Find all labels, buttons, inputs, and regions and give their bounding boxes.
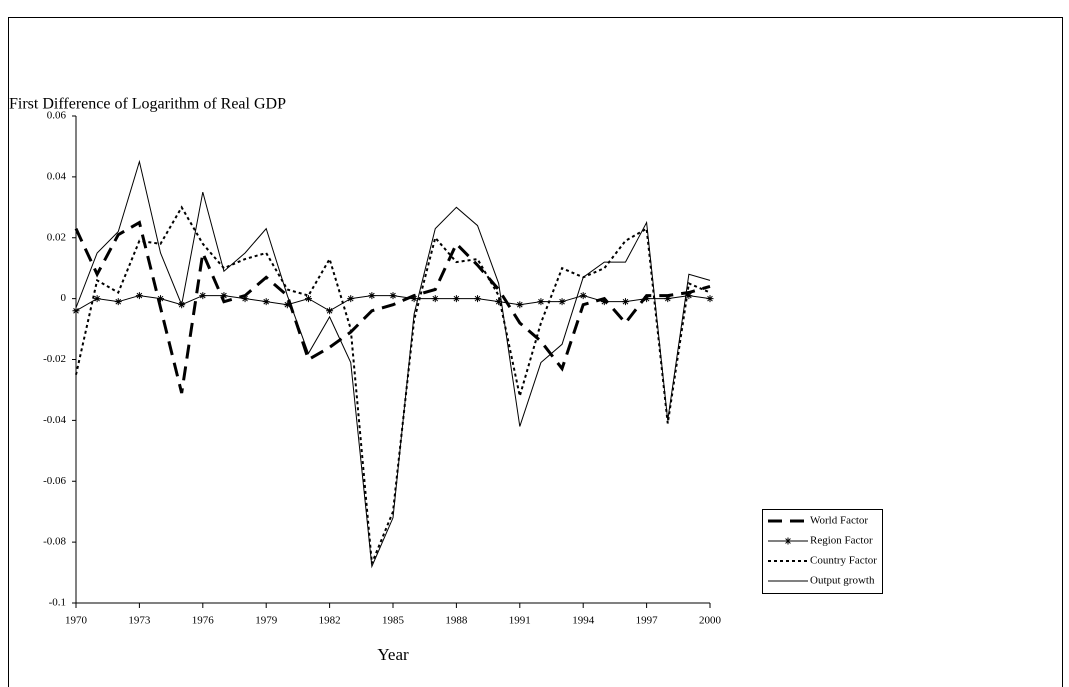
point-marker	[389, 292, 397, 300]
legend-label: Output growth	[810, 575, 875, 587]
legend-box	[762, 509, 883, 594]
series-line	[74, 220, 711, 394]
x-tick-label: 1982	[319, 615, 341, 627]
point-marker	[326, 307, 334, 315]
point-marker	[643, 295, 651, 303]
point-marker	[621, 298, 629, 306]
point-marker	[474, 295, 482, 303]
y-tick-label: -0.04	[43, 414, 66, 426]
point-marker	[410, 295, 418, 303]
y-tick-label: 0.02	[47, 231, 66, 243]
legend-label: Country Factor	[810, 555, 877, 567]
y-tick-label: -0.08	[43, 536, 66, 548]
legend-marker	[784, 537, 792, 545]
y-tick-label: 0.04	[47, 170, 67, 182]
point-marker	[283, 301, 291, 309]
point-marker	[431, 295, 439, 303]
point-marker	[706, 295, 714, 303]
x-tick-label: 1976	[192, 615, 215, 627]
point-marker	[558, 298, 566, 306]
x-tick-label: 1997	[636, 615, 659, 627]
point-marker	[93, 295, 101, 303]
x-tick-label: 1973	[128, 615, 151, 627]
point-marker	[347, 295, 355, 303]
frame	[8, 17, 1063, 687]
x-tick-label: 2000	[699, 615, 722, 627]
y-tick-label: -0.02	[43, 353, 66, 365]
point-marker	[114, 298, 122, 306]
point-marker	[537, 298, 545, 306]
point-marker	[368, 292, 376, 300]
point-marker	[241, 295, 249, 303]
x-tick-label: 1988	[445, 615, 468, 627]
x-tick-label: 1994	[572, 615, 595, 627]
point-marker	[262, 298, 270, 306]
x-tick-label: 1979	[255, 615, 278, 627]
point-marker	[495, 298, 503, 306]
x-tick-label: 1985	[382, 615, 405, 627]
point-marker	[72, 307, 80, 315]
series-line	[75, 205, 711, 564]
point-marker	[157, 295, 165, 303]
point-marker	[664, 295, 672, 303]
x-tick-label: 1991	[509, 615, 531, 627]
chart-title: First Difference of Logarithm of Real GD…	[9, 96, 286, 113]
point-marker	[516, 301, 524, 309]
point-marker	[304, 295, 312, 303]
point-marker	[452, 295, 460, 303]
legend-label: World Factor	[810, 515, 868, 527]
series-line	[75, 159, 711, 569]
point-marker	[135, 292, 143, 300]
x-tick-label: 1970	[65, 615, 88, 627]
y-tick-label: 0.06	[47, 110, 67, 122]
x-axis-label: Year	[377, 645, 409, 664]
point-marker	[600, 298, 608, 306]
y-tick-label: -0.06	[43, 475, 66, 487]
y-tick-label: 0	[61, 292, 67, 304]
point-marker	[685, 292, 693, 300]
point-marker	[199, 292, 207, 300]
point-marker	[220, 292, 228, 300]
legend-label: Region Factor	[810, 535, 873, 547]
y-tick-label: -0.1	[49, 597, 66, 609]
point-marker	[579, 292, 587, 300]
legend: World Factor Region Factor Country Factor O…	[762, 509, 883, 594]
